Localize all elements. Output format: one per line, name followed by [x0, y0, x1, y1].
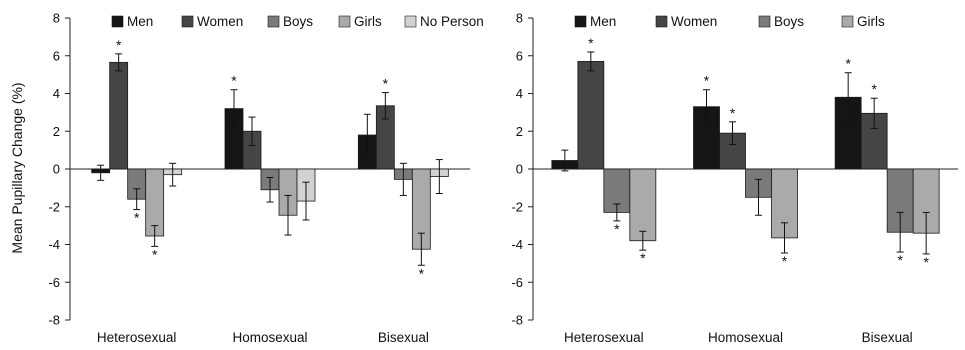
significance-marker: * — [782, 253, 788, 269]
legend-label: Boys — [283, 14, 313, 29]
significance-marker: * — [640, 250, 646, 266]
significance-marker: * — [152, 246, 158, 262]
category-label: Homosexual — [708, 330, 783, 345]
bar-girls — [629, 168, 657, 242]
significance-marker: * — [730, 105, 736, 121]
y-tick-label: 4 — [516, 86, 523, 101]
y-tick-label: 4 — [53, 86, 60, 101]
chart-panel-left: -8 -6 -4 -2 0 2 4 6 8 Heterosexual * * * Homosexual * B… — [48, 11, 483, 346]
legend-label: Women — [671, 14, 717, 29]
bar-women — [577, 61, 605, 170]
legend-swatch — [267, 15, 280, 28]
y-tick-label: -6 — [511, 275, 523, 290]
y-tick-label: -4 — [511, 237, 523, 252]
y-tick-label: 8 — [53, 11, 60, 26]
significance-marker: * — [231, 73, 237, 89]
y-tick-label: 8 — [516, 11, 523, 26]
y-tick-label: -4 — [48, 237, 60, 252]
y-tick-label: -6 — [48, 275, 60, 290]
category-label: Homosexual — [232, 330, 307, 345]
y-tick-label: -8 — [48, 313, 60, 328]
legend-label: Boys — [774, 14, 804, 29]
significance-marker: * — [134, 210, 140, 226]
significance-marker: * — [588, 35, 594, 51]
bar-women — [109, 61, 129, 170]
y-tick-label: -2 — [511, 199, 523, 214]
significance-marker: * — [897, 252, 903, 268]
y-tick-label: 2 — [53, 124, 60, 139]
significance-marker: * — [419, 265, 425, 281]
legend-swatch — [111, 15, 124, 28]
legend-swatch — [574, 15, 587, 28]
y-tick-label: 0 — [516, 162, 523, 177]
legend-label: Girls — [857, 14, 885, 29]
category-label: Bisexual — [378, 330, 429, 345]
y-tick-label: -2 — [48, 199, 60, 214]
legend-label: No Person — [420, 14, 484, 29]
y-tick-label: 0 — [53, 162, 60, 177]
chart-panel-right: -8 -6 -4 -2 0 2 4 6 8 Heterosexual * * * Homosexual * *… — [511, 11, 958, 345]
legend-label: Women — [197, 14, 243, 29]
legend-label: Girls — [354, 14, 382, 29]
significance-marker: * — [383, 76, 389, 92]
significance-marker: * — [923, 254, 929, 270]
significance-marker: * — [704, 73, 710, 89]
category-label: Heterosexual — [97, 330, 177, 345]
legend-swatch — [338, 15, 351, 28]
legend-swatch — [404, 15, 417, 28]
y-tick-label: 6 — [516, 48, 523, 63]
significance-marker: * — [845, 56, 851, 72]
significance-marker: * — [871, 81, 877, 97]
legend-swatch — [655, 15, 668, 28]
y-tick-label: 2 — [516, 124, 523, 139]
legend-swatch — [758, 15, 771, 28]
y-tick-label: -8 — [511, 313, 523, 328]
legend-swatch — [841, 15, 854, 28]
significance-marker: * — [614, 221, 620, 237]
category-label: Heterosexual — [564, 330, 644, 345]
legend-label: Men — [590, 14, 616, 29]
y-axis-label: Mean Pupillary Change (%) — [9, 82, 25, 253]
category-label: Bisexual — [862, 330, 913, 345]
legend-label: Men — [127, 14, 153, 29]
y-tick-label: 6 — [53, 48, 60, 63]
legend-swatch — [181, 15, 194, 28]
significance-marker: * — [116, 37, 122, 53]
